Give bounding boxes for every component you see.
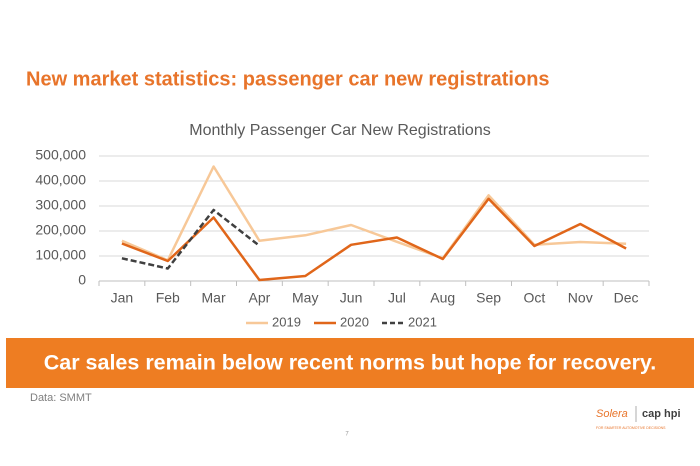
logo-tagline: FOR SMARTER AUTOMOTIVE DECISIONS: [596, 426, 666, 430]
legend-label: 2020: [340, 314, 369, 329]
x-tick-label: Jun: [340, 290, 363, 306]
logo-partner: cap hpi: [642, 408, 681, 420]
x-tick-label: Aug: [430, 290, 455, 306]
logo-brand: Solera: [596, 408, 628, 420]
series-line: [121, 208, 261, 270]
y-tick-label: 400,000: [35, 172, 86, 188]
series-line: [121, 165, 627, 262]
slide-title: New market statistics: passenger car new…: [26, 68, 550, 90]
x-tick-label: Feb: [156, 290, 180, 306]
banner-text: Car sales remain below recent norms but …: [44, 351, 657, 375]
x-tick-label: Jan: [111, 290, 134, 306]
source: Data: SMMT: [30, 392, 92, 404]
y-tick-label: 0: [78, 272, 86, 288]
x-tick-label: Apr: [249, 290, 271, 306]
y-tick-label: 200,000: [35, 222, 86, 238]
x-tick-label: May: [292, 290, 318, 306]
x-tick-label: Dec: [614, 290, 639, 306]
y-tick-label: 300,000: [35, 197, 86, 213]
legend-label: 2021: [408, 314, 437, 329]
series-line: [121, 197, 627, 282]
y-tick-label: 100,000: [35, 247, 86, 263]
x-tick-label: Mar: [202, 290, 226, 306]
legend-label: 2019: [272, 314, 301, 329]
y-tick-label: 500,000: [35, 147, 86, 163]
x-tick-label: Oct: [524, 290, 546, 306]
page-number: 7: [345, 432, 349, 438]
chart-title: Monthly Passenger Car New Registrations: [189, 122, 490, 139]
x-tick-label: Sep: [476, 290, 501, 306]
banner: [6, 338, 694, 388]
x-tick-label: Jul: [388, 290, 406, 306]
x-tick-label: Nov: [568, 290, 593, 306]
